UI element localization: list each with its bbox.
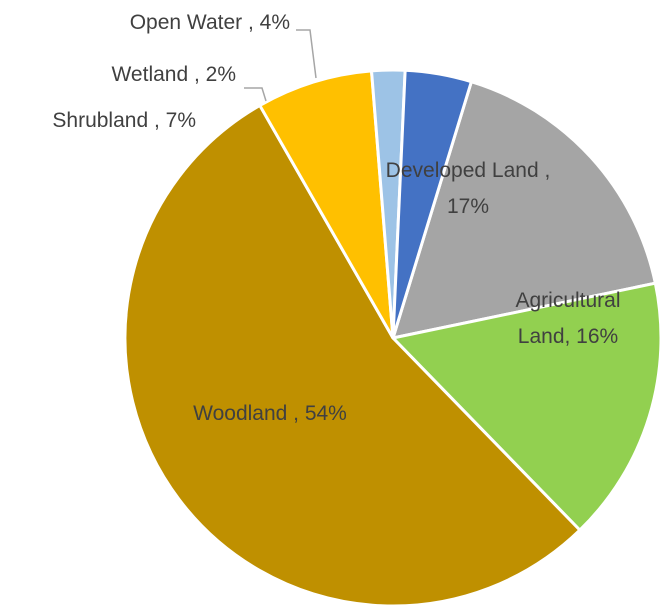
label-developed-land-line1: Developed Land , xyxy=(386,159,551,182)
leader-lines xyxy=(244,29,317,102)
pie-slice-developed-land xyxy=(391,80,657,340)
pie-slice-open-water xyxy=(391,68,473,340)
label-wetland: Wetland , 2% xyxy=(111,63,236,86)
data-labels: Developed Land , 17% Agricultural Land, … xyxy=(52,11,620,425)
pie-slice-woodland xyxy=(123,103,582,605)
label-agricultural-land-line1: Agricultural xyxy=(515,289,620,312)
label-open-water: Open Water , 4% xyxy=(130,11,290,34)
leader-line-open-water xyxy=(296,29,317,79)
pie-slice-shrubland xyxy=(258,69,395,340)
leader-line-wetland xyxy=(244,87,267,102)
label-agricultural-land-line2: Land, 16% xyxy=(518,325,618,348)
pie-slices xyxy=(123,68,663,605)
label-developed-land-line2: 17% xyxy=(447,195,489,218)
label-shrubland: Shrubland , 7% xyxy=(52,109,196,132)
label-woodland: Woodland , 54% xyxy=(193,402,347,425)
pie-slice-agricultural-land xyxy=(391,281,663,532)
